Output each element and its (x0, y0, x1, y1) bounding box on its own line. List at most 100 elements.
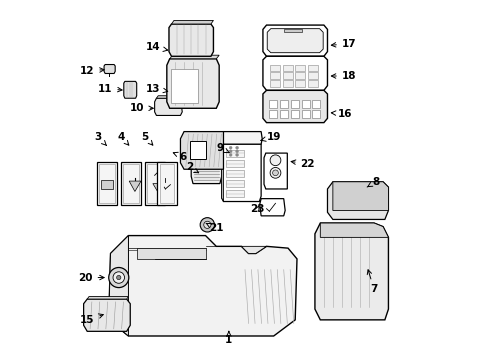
Bar (270, 111, 277, 118)
Circle shape (117, 275, 121, 280)
Text: 13: 13 (146, 84, 168, 94)
Polygon shape (84, 299, 130, 331)
Polygon shape (327, 182, 389, 220)
Text: 14: 14 (146, 42, 168, 52)
Text: 11: 11 (98, 84, 122, 94)
Text: 20: 20 (78, 273, 104, 283)
Polygon shape (156, 96, 182, 98)
Bar (280, 111, 288, 118)
Polygon shape (221, 144, 261, 202)
Polygon shape (260, 199, 285, 216)
Bar (97, 162, 117, 205)
Polygon shape (129, 181, 141, 192)
Text: 22: 22 (291, 159, 315, 169)
Bar (270, 80, 280, 87)
Text: 4: 4 (118, 132, 129, 145)
Polygon shape (263, 25, 327, 56)
Bar (226, 180, 244, 187)
Bar (308, 80, 318, 87)
Text: 6: 6 (173, 152, 187, 162)
Polygon shape (172, 21, 214, 24)
Polygon shape (180, 132, 223, 169)
Circle shape (236, 146, 239, 149)
Circle shape (200, 218, 215, 232)
Bar (122, 162, 141, 205)
Bar (283, 64, 293, 71)
Polygon shape (87, 297, 128, 299)
Bar (226, 170, 244, 177)
Circle shape (270, 167, 281, 178)
Text: 2: 2 (186, 162, 198, 173)
Polygon shape (155, 98, 182, 116)
Polygon shape (315, 223, 389, 320)
Polygon shape (124, 81, 137, 98)
Circle shape (204, 221, 211, 228)
Bar (295, 80, 305, 87)
Bar (101, 180, 113, 189)
Bar (157, 162, 176, 205)
Polygon shape (104, 64, 115, 73)
Bar (99, 164, 115, 203)
Circle shape (229, 150, 232, 153)
Bar (295, 72, 305, 79)
Text: 5: 5 (142, 132, 153, 145)
Text: 16: 16 (331, 109, 353, 119)
Polygon shape (169, 24, 214, 56)
Bar (226, 150, 244, 157)
Bar (280, 100, 288, 108)
Text: 12: 12 (80, 66, 104, 76)
Polygon shape (263, 90, 327, 123)
Polygon shape (191, 140, 205, 159)
Polygon shape (109, 235, 297, 336)
Polygon shape (221, 144, 223, 202)
Bar (313, 100, 320, 108)
Bar (308, 64, 318, 71)
Text: 7: 7 (367, 270, 378, 294)
Bar (308, 72, 318, 79)
Bar (302, 100, 310, 108)
Bar (160, 164, 174, 203)
Polygon shape (137, 248, 205, 259)
Circle shape (270, 155, 281, 166)
Polygon shape (222, 132, 262, 144)
Polygon shape (242, 246, 267, 253)
Polygon shape (333, 182, 389, 211)
Bar (270, 64, 280, 71)
Text: 23: 23 (250, 204, 265, 214)
Text: 9: 9 (217, 143, 229, 153)
Bar (283, 72, 293, 79)
Bar (146, 162, 165, 205)
Circle shape (236, 150, 239, 153)
Text: 15: 15 (80, 314, 103, 325)
Polygon shape (170, 55, 219, 59)
Bar (270, 100, 277, 108)
Bar (270, 72, 280, 79)
Text: 3: 3 (95, 132, 106, 145)
Circle shape (272, 170, 278, 176)
Text: 17: 17 (331, 39, 356, 49)
Bar (147, 164, 163, 203)
Text: 18: 18 (331, 71, 356, 81)
Bar (291, 111, 299, 118)
Polygon shape (153, 184, 164, 193)
Bar (313, 111, 320, 118)
Bar (172, 69, 198, 103)
Bar (283, 80, 293, 87)
Text: 21: 21 (206, 223, 223, 233)
Circle shape (229, 146, 232, 149)
Polygon shape (264, 153, 287, 189)
Bar (302, 111, 310, 118)
Circle shape (236, 153, 239, 156)
Text: 8: 8 (367, 177, 380, 187)
Bar (226, 160, 244, 167)
Polygon shape (191, 160, 221, 184)
Circle shape (229, 153, 232, 156)
Bar (295, 64, 305, 71)
Polygon shape (167, 59, 219, 108)
Circle shape (113, 272, 124, 283)
Polygon shape (285, 29, 302, 32)
Polygon shape (267, 29, 323, 53)
Text: 19: 19 (261, 132, 281, 142)
Bar (226, 190, 244, 197)
Text: 1: 1 (225, 332, 232, 345)
